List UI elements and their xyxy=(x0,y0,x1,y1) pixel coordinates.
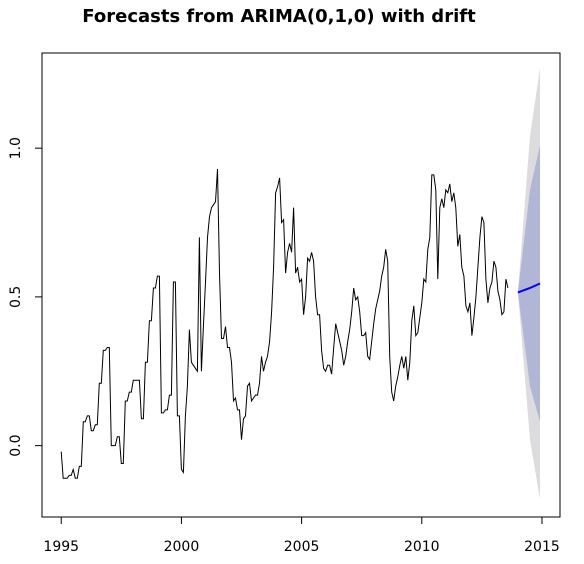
x-tick-label: 2005 xyxy=(284,539,320,555)
y-tick-label: 0.0 xyxy=(8,434,24,456)
x-tick-label: 1995 xyxy=(43,539,79,555)
forecast-interval-80 xyxy=(517,145,540,422)
series-observed-line xyxy=(60,168,509,479)
y-tick-label: 0.5 xyxy=(8,286,24,308)
x-tick-label: 2000 xyxy=(164,539,200,555)
axes: 1995 2000 2005 2010 2015 0.0 0.5 1.0 xyxy=(8,137,560,555)
y-tick-label: 1.0 xyxy=(8,137,24,159)
chart-title: Forecasts from ARIMA(0,1,0) with drift xyxy=(82,6,476,27)
plot-area xyxy=(60,67,541,500)
series-forecast-line xyxy=(517,282,541,294)
x-tick-label: 2015 xyxy=(524,539,560,555)
x-tick-label: 2010 xyxy=(404,539,440,555)
